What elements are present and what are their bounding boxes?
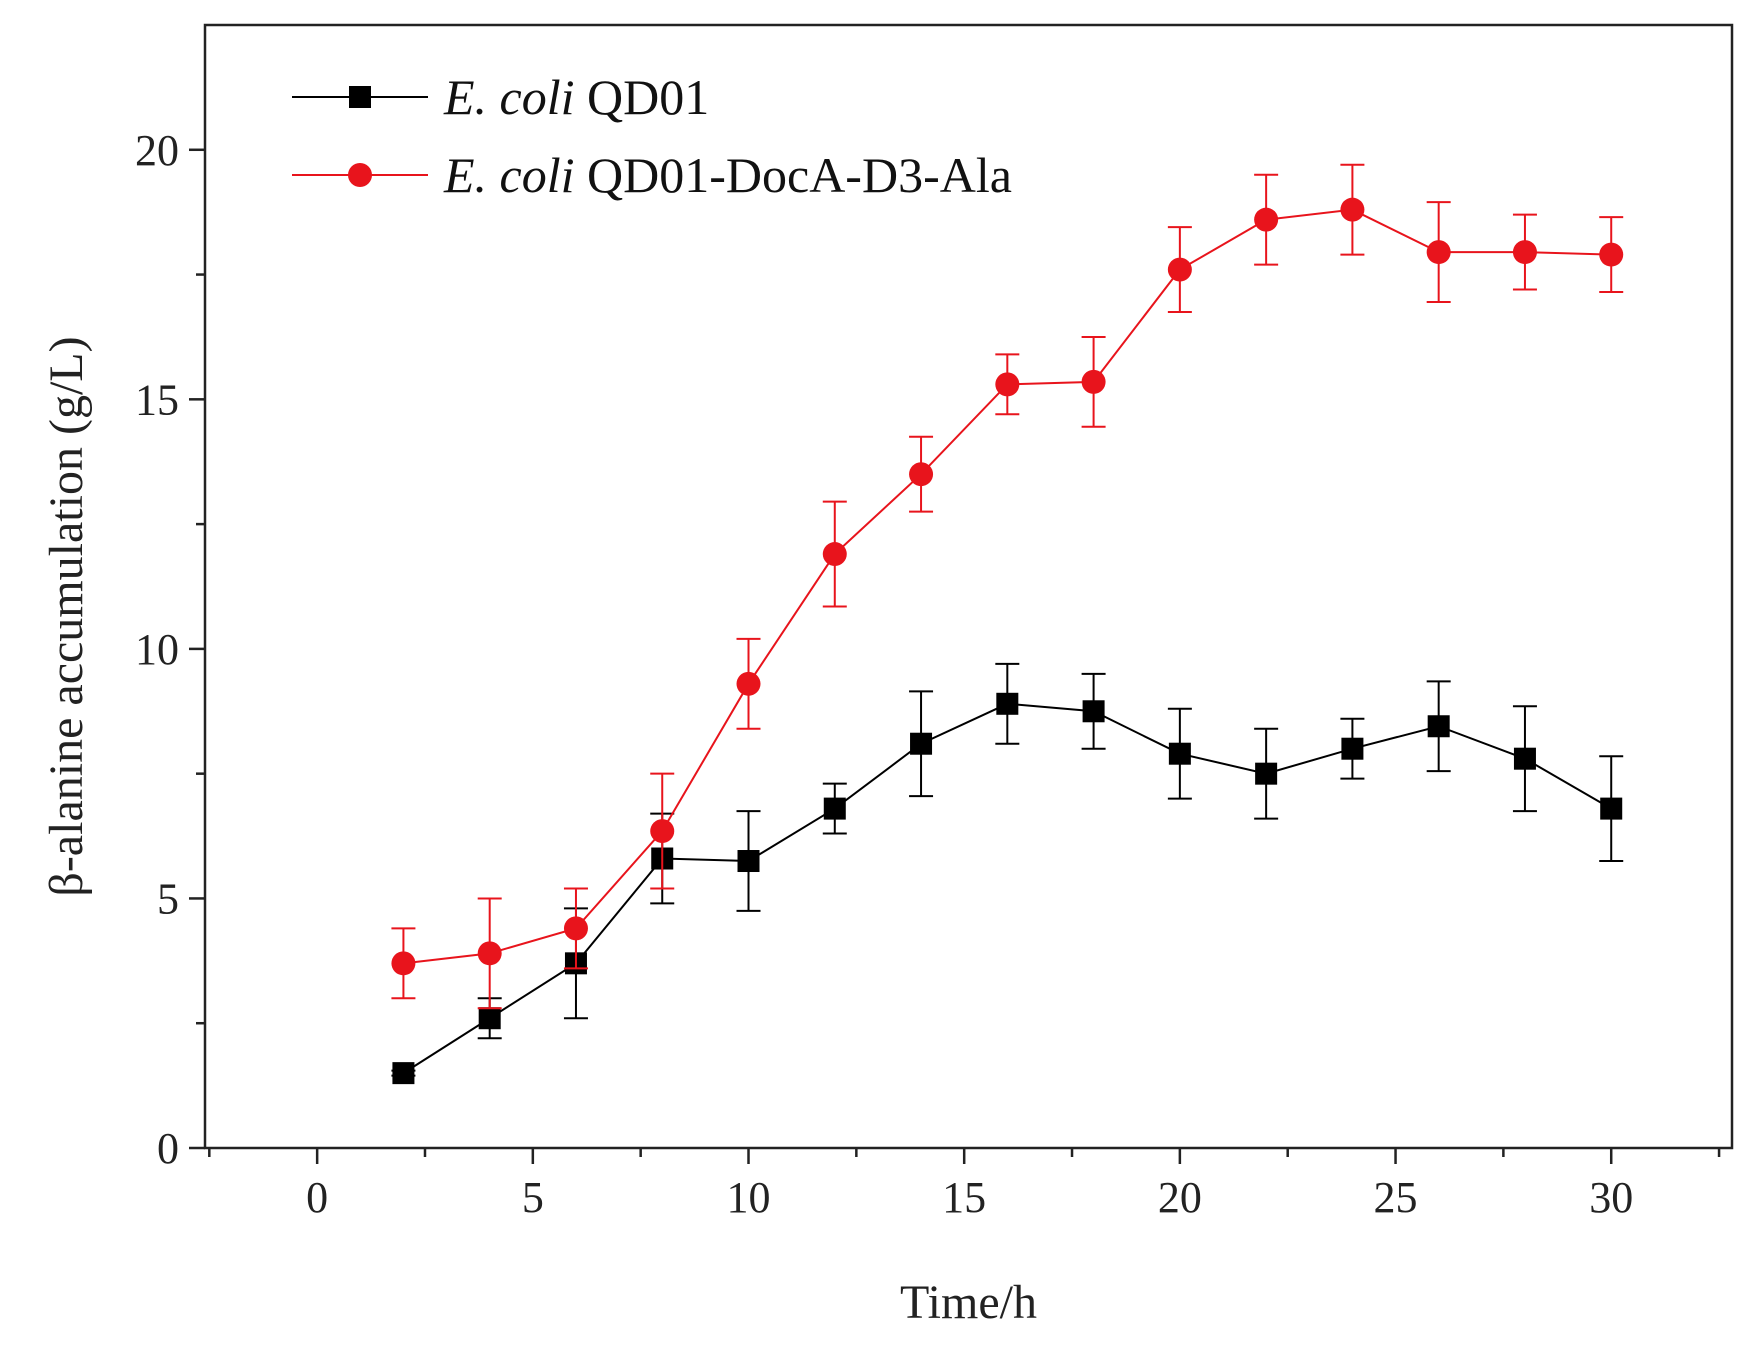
data-point (563, 916, 588, 941)
legend-marker (349, 86, 371, 108)
legend: E. coli QD01 E. coli QD01-DocA-D3-Ala (292, 69, 1012, 203)
data-point (1512, 240, 1537, 265)
x-axis-title: Time/h (900, 1276, 1037, 1329)
x-tick-label: 5 (522, 1173, 544, 1222)
legend-label: E. coli QD01-DocA-D3-Ala (443, 147, 1012, 203)
x-tick-label: 30 (1589, 1173, 1633, 1222)
plot-border (203, 23, 1734, 1150)
series-1 (391, 662, 1624, 1085)
x-tick-label: 10 (727, 1173, 771, 1222)
series-2 (391, 163, 1624, 1010)
data-point (1600, 797, 1623, 820)
data-point (1255, 762, 1278, 785)
data-point (392, 1062, 415, 1085)
legend-label: E. coli QD01 (443, 69, 709, 125)
x-tick-label: 0 (306, 1173, 328, 1222)
data-point (1599, 242, 1624, 267)
data-point (1513, 747, 1536, 770)
y-tick-label: 15 (135, 375, 179, 424)
data-point (477, 941, 502, 966)
data-point (1340, 197, 1365, 222)
x-tick-label: 20 (1158, 1173, 1202, 1222)
data-point (1081, 369, 1106, 394)
data-point (650, 819, 675, 844)
legend-item-2: E. coli QD01-DocA-D3-Ala (292, 147, 1012, 203)
data-point (909, 462, 934, 487)
data-point (1167, 257, 1192, 282)
data-point (736, 671, 761, 696)
x-tick-label: 15 (942, 1173, 986, 1222)
data-point (996, 692, 1019, 715)
y-tick-label: 10 (135, 625, 179, 674)
data-point (478, 1007, 501, 1030)
legend-marker (348, 163, 372, 187)
tick-labels: 0 5 10 15 20 25 30 0 5 10 15 20 (135, 126, 1633, 1222)
data-point (995, 372, 1020, 397)
data-point (1168, 742, 1191, 765)
y-tick-label: 5 (157, 874, 179, 923)
data-point (823, 797, 846, 820)
y-tick-label: 20 (135, 126, 179, 175)
y-tick-label: 0 (157, 1124, 179, 1173)
axis-ticks (189, 148, 1721, 1164)
data-point (737, 850, 760, 873)
series-line (403, 208, 1612, 965)
data-point (1427, 715, 1450, 738)
data-point (822, 542, 847, 567)
y-axis-title: β-alanine accumulation (g/L) (40, 336, 93, 896)
data-point (1426, 240, 1451, 265)
data-point (1341, 737, 1364, 760)
plot-frame (203, 23, 1734, 1150)
data-point (391, 951, 416, 976)
data-series (391, 163, 1624, 1085)
x-tick-label: 25 (1374, 1173, 1418, 1222)
legend-item-1: E. coli QD01 (292, 69, 709, 125)
data-point (910, 732, 933, 755)
data-point (1254, 207, 1279, 232)
data-point (1082, 700, 1105, 723)
